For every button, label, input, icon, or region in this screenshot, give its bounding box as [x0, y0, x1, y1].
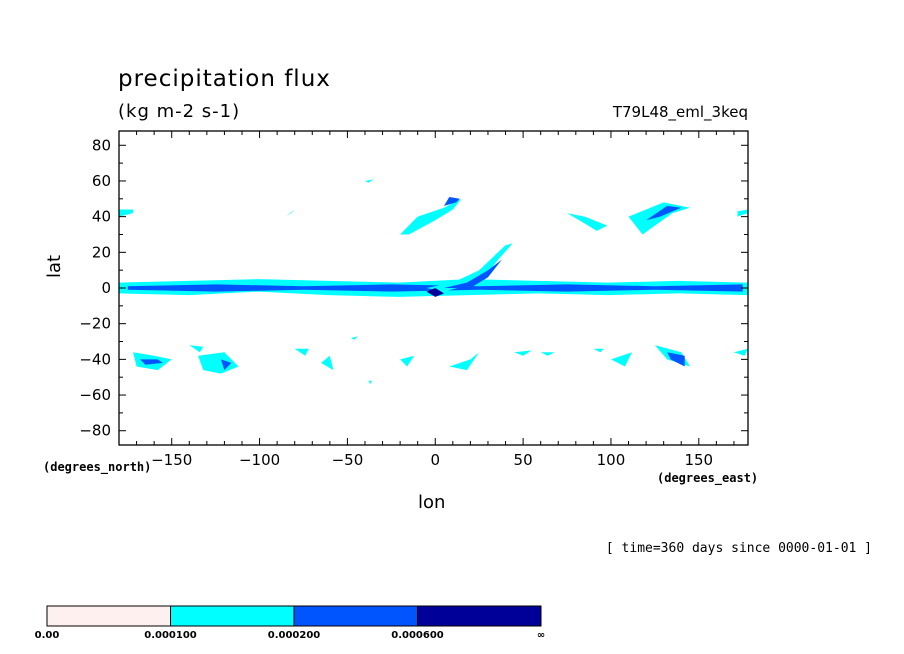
precip-region-4	[426, 288, 444, 297]
precip-region-20	[321, 355, 334, 371]
x-tick-label: 150	[684, 451, 713, 469]
x-tick-label: 50	[514, 451, 533, 469]
precip-region-30	[350, 336, 358, 340]
y-tick-label: −20	[79, 315, 111, 333]
precip-region-19	[294, 348, 309, 356]
precip-region-10	[119, 209, 134, 217]
x-tick-label: 0	[430, 451, 440, 469]
colorbar-label-0: 0.00	[35, 630, 60, 641]
precip-region-26	[611, 352, 632, 367]
y-tick-label: 0	[101, 279, 111, 297]
y-tick-label: 80	[92, 136, 111, 154]
colorbar-label-2: 0.000200	[268, 630, 321, 641]
x-tick-label: −100	[239, 451, 280, 469]
precip-region-12	[285, 205, 299, 217]
y-tick-label: 40	[92, 208, 111, 226]
lon-unit-label: (degrees_east)	[657, 471, 759, 485]
precip-region-16	[198, 352, 239, 374]
precip-region-6	[444, 197, 460, 206]
colorbar-swatch-0	[46, 605, 171, 627]
precip-region-8	[646, 205, 682, 221]
colorbar-swatch-3	[417, 605, 542, 627]
precip-region-11	[737, 209, 748, 217]
colorbar-label-3: 0.000600	[391, 630, 444, 641]
colorbar-label-1: 0.000100	[144, 630, 197, 641]
x-tick-label: 100	[597, 451, 626, 469]
precip-region-18	[189, 345, 204, 353]
precip-region-25	[593, 348, 604, 353]
y-tick-label: −60	[79, 386, 111, 404]
precip-region-15	[140, 359, 163, 365]
chart-units: (kg m-2 s-1)	[118, 101, 241, 122]
y-tick-label: −40	[79, 350, 111, 368]
precip-region-24	[540, 352, 555, 356]
x-tick-label: −50	[332, 451, 364, 469]
time-note: [ time=360 days since 0000-01-01 ]	[605, 541, 872, 556]
colorbar-swatch-2	[293, 605, 418, 627]
precip-region-5	[400, 198, 462, 235]
precip-region-17	[220, 359, 232, 371]
precip-region-3	[444, 259, 502, 288]
chart-title: precipitation flux	[118, 66, 331, 92]
y-tick-label: 20	[92, 243, 111, 261]
run-name: T79L48_eml_3keq	[612, 103, 748, 121]
precip-region-22	[449, 352, 480, 371]
y-tick-label: 60	[92, 172, 111, 190]
precip-region-31	[368, 380, 372, 385]
y-tick-label: −80	[79, 422, 111, 440]
precip-region-28	[667, 352, 685, 367]
y-axis-label: lat	[44, 254, 65, 278]
precip-region-13	[365, 179, 374, 183]
precip-region-7	[628, 202, 690, 235]
colorbar-label-4: ∞	[537, 630, 545, 641]
precip-region-23	[514, 350, 532, 356]
x-tick-label: −150	[151, 451, 192, 469]
precip-region-9	[567, 213, 608, 231]
precip-region-29	[733, 348, 748, 356]
x-axis-label: lon	[418, 492, 446, 513]
lat-unit-label: (degrees_north)	[43, 460, 152, 474]
precip-region-21	[400, 355, 415, 367]
colorbar-swatch-1	[170, 605, 295, 627]
